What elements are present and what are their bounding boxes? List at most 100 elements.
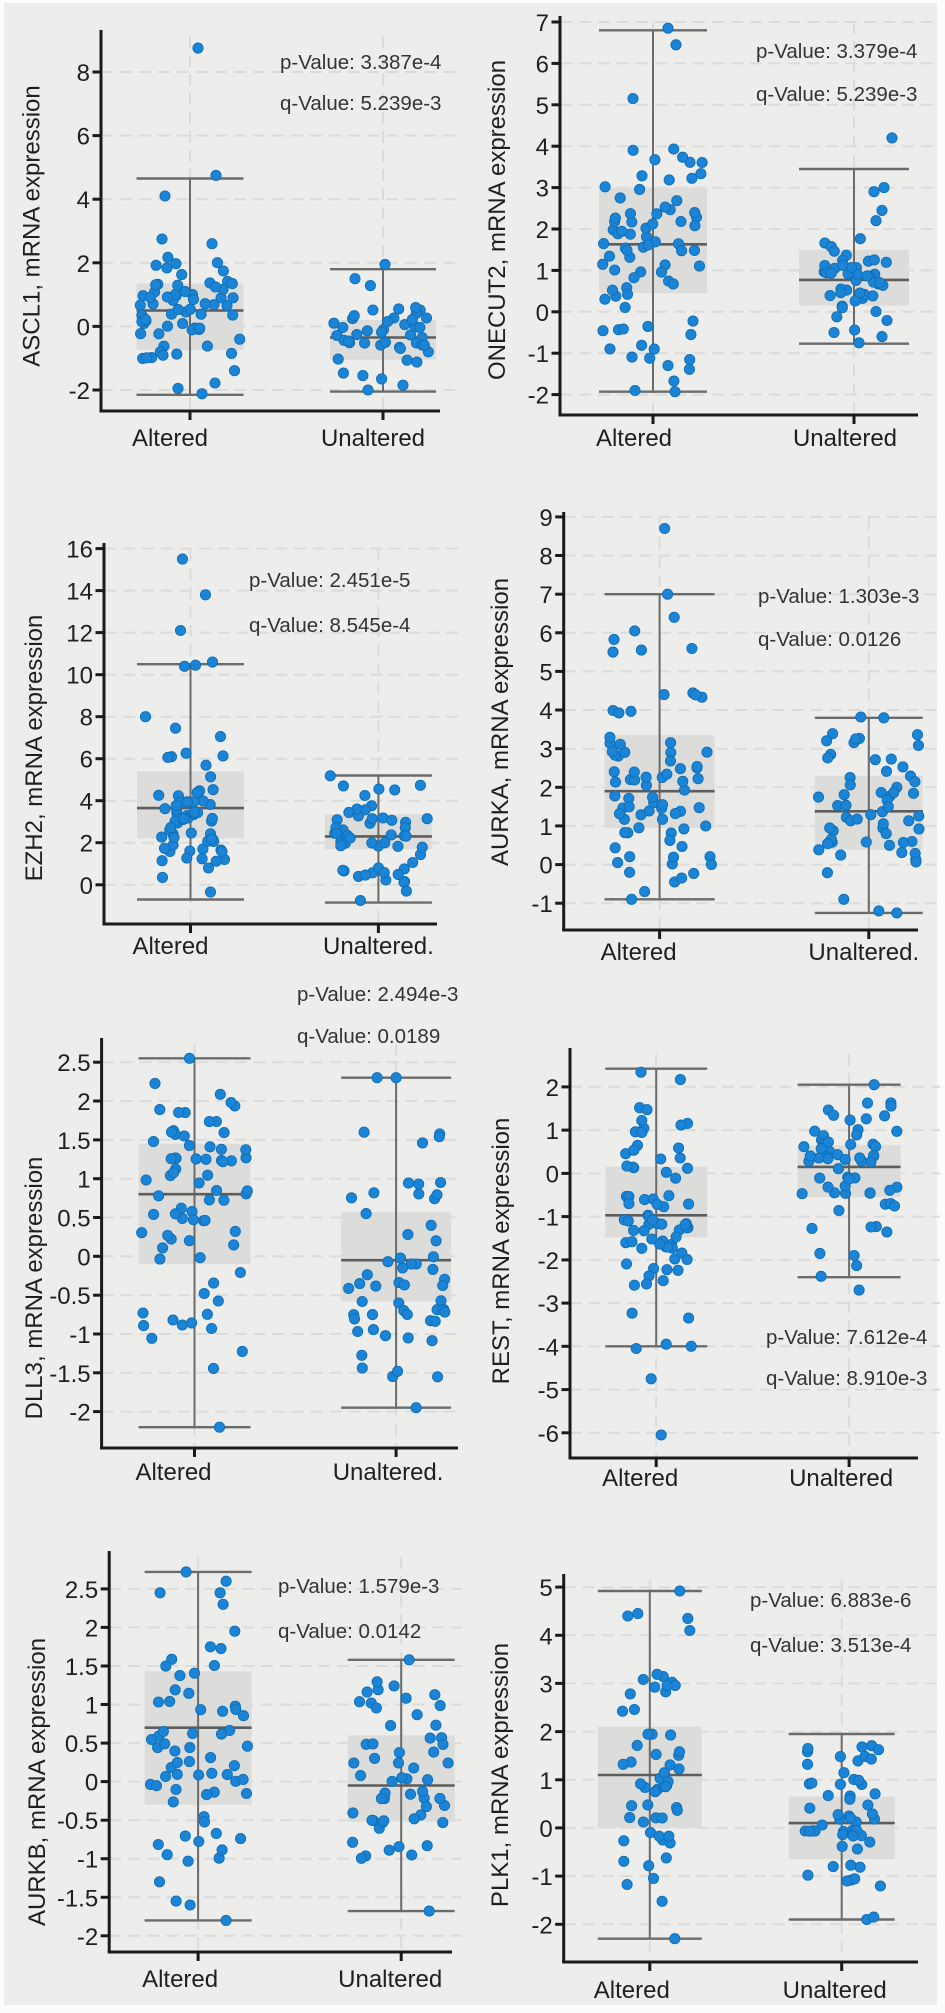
svg-text:0: 0 [539,853,552,880]
svg-text:9: 9 [539,505,552,532]
svg-text:4: 4 [539,698,552,725]
svg-text:p-Value: 3.387e-4: p-Value: 3.387e-4 [280,51,441,74]
svg-text:2: 2 [77,1089,90,1116]
svg-text:-1: -1 [531,891,552,918]
svg-text:-2: -2 [69,1400,90,1427]
svg-text:6: 6 [77,124,90,151]
svg-text:-1: -1 [538,1205,559,1232]
svg-text:-2: -2 [77,1924,98,1951]
svg-text:1: 1 [539,1768,552,1795]
svg-text:3: 3 [539,737,552,764]
svg-text:Altered: Altered [135,1459,211,1486]
svg-text:-1: -1 [69,1322,90,1349]
svg-text:Altered: Altered [601,939,677,966]
svg-text:p-Value: 7.612e-4: p-Value: 7.612e-4 [766,1326,927,1349]
svg-text:1: 1 [546,1118,559,1145]
svg-text:-1: -1 [531,1864,552,1891]
svg-text:p-Value: 1.303e-3: p-Value: 1.303e-3 [758,585,919,608]
svg-text:0: 0 [77,1244,90,1271]
svg-text:p-Value: 2.494e-3: p-Value: 2.494e-3 [297,983,458,1006]
svg-text:8: 8 [539,544,552,571]
svg-text:0: 0 [546,1161,559,1188]
svg-text:-2: -2 [538,1248,559,1275]
svg-text:4: 4 [80,789,93,816]
svg-text:q-Value: 0.0142: q-Value: 0.0142 [278,1620,421,1643]
svg-text:Altered: Altered [594,1977,670,2004]
svg-text:-2: -2 [69,378,90,405]
svg-text:q-Value: 8.910e-3: q-Value: 8.910e-3 [766,1367,927,1390]
svg-text:REST, mRNA expression: REST, mRNA expression [488,1118,515,1385]
svg-text:5: 5 [539,1575,552,1602]
svg-text:q-Value: 3.513e-4: q-Value: 3.513e-4 [750,1634,911,1657]
svg-text:-1: -1 [528,341,549,368]
svg-text:2: 2 [77,251,90,278]
svg-text:q-Value: 0.0189: q-Value: 0.0189 [297,1025,440,1048]
svg-text:-1.5: -1.5 [49,1361,90,1388]
svg-text:AURKB, mRNA expression: AURKB, mRNA expression [24,1638,51,1926]
svg-text:1: 1 [85,1693,98,1720]
svg-text:AURKA, mRNA expression: AURKA, mRNA expression [487,578,514,866]
svg-text:5: 5 [539,659,552,686]
svg-text:-4: -4 [538,1334,559,1361]
svg-text:4: 4 [536,134,549,161]
svg-text:-6: -6 [538,1421,559,1448]
svg-text:q-Value: 8.545e-4: q-Value: 8.545e-4 [249,614,410,637]
svg-text:Unaltered: Unaltered [338,1966,442,1993]
svg-text:-2: -2 [531,1912,552,1939]
svg-text:p-Value: 2.451e-5: p-Value: 2.451e-5 [249,569,410,592]
svg-text:Altered: Altered [142,1966,218,1993]
svg-text:-2: -2 [528,383,549,410]
svg-text:Unaltered: Unaltered [783,1977,887,2004]
svg-text:6: 6 [536,51,549,78]
svg-text:Altered: Altered [596,425,672,452]
svg-text:6: 6 [539,621,552,648]
svg-text:1.5: 1.5 [57,1128,90,1155]
svg-text:2: 2 [80,831,93,858]
svg-text:0: 0 [80,873,93,900]
svg-text:PLK1, mRNA expression: PLK1, mRNA expression [487,1643,514,1907]
svg-text:1: 1 [536,258,549,285]
svg-text:4: 4 [77,187,90,214]
svg-text:2.5: 2.5 [65,1577,98,1604]
svg-text:0: 0 [539,1816,552,1843]
svg-text:8: 8 [80,705,93,732]
svg-text:2: 2 [539,775,552,802]
svg-text:p-Value: 3.379e-4: p-Value: 3.379e-4 [756,40,917,63]
svg-text:Altered: Altered [132,425,208,452]
svg-text:Altered: Altered [132,933,208,960]
svg-text:EZH2, mRNA expression: EZH2, mRNA expression [21,615,48,882]
svg-text:2.5: 2.5 [57,1050,90,1077]
svg-text:Unaltered: Unaltered [321,425,425,452]
svg-text:-1: -1 [77,1847,98,1874]
svg-text:-3: -3 [538,1291,559,1318]
svg-text:Unaltered: Unaltered [789,1465,893,1492]
svg-text:2: 2 [546,1075,559,1102]
svg-text:0: 0 [536,300,549,327]
svg-text:2: 2 [85,1615,98,1642]
svg-text:1: 1 [539,814,552,841]
svg-text:16: 16 [66,537,93,564]
svg-text:ASCL1, mRNA expression: ASCL1, mRNA expression [19,85,46,366]
svg-text:-1.5: -1.5 [57,1885,98,1912]
svg-text:q-Value: 0.0126: q-Value: 0.0126 [758,628,901,651]
svg-text:14: 14 [66,579,93,606]
svg-text:3: 3 [539,1671,552,1698]
svg-text:7: 7 [539,582,552,609]
svg-text:q-Value: 5.239e-3: q-Value: 5.239e-3 [756,83,917,106]
svg-text:p-Value: 6.883e-6: p-Value: 6.883e-6 [750,1589,911,1612]
svg-text:Unaltered: Unaltered [793,425,897,452]
svg-text:0.5: 0.5 [65,1731,98,1758]
svg-text:0: 0 [85,1770,98,1797]
svg-text:0: 0 [77,314,90,341]
svg-text:7: 7 [536,10,549,37]
svg-text:2: 2 [536,217,549,244]
svg-text:10: 10 [66,663,93,690]
svg-text:-5: -5 [538,1378,559,1405]
svg-text:1: 1 [77,1167,90,1194]
svg-text:Unaltered.: Unaltered. [323,933,434,960]
svg-text:8: 8 [77,60,90,87]
svg-text:5: 5 [536,93,549,120]
svg-text:ONECUT2, mRNA expression: ONECUT2, mRNA expression [484,60,511,380]
svg-text:q-Value: 5.239e-3: q-Value: 5.239e-3 [280,92,441,115]
svg-text:12: 12 [66,621,93,648]
